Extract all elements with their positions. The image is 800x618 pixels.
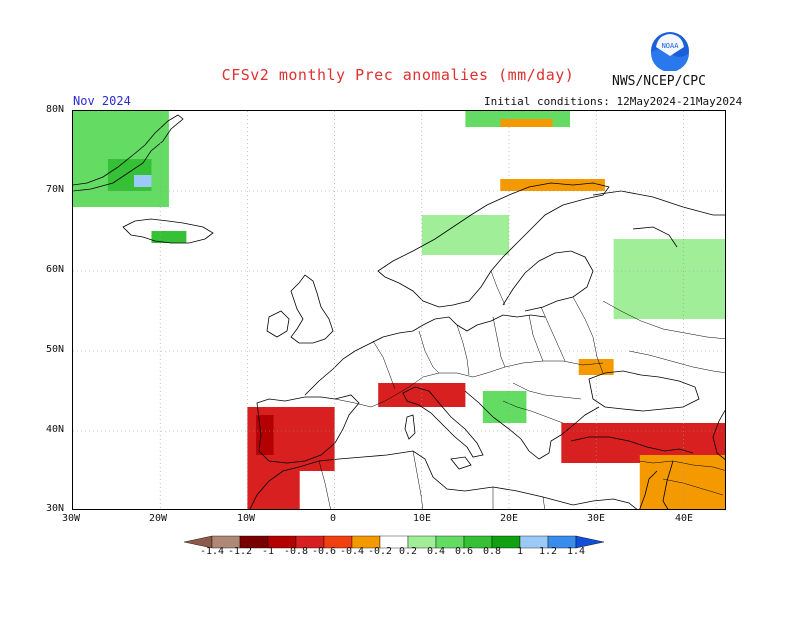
colorbar-label: -1.2: [228, 546, 253, 557]
lon-label-20w: 20W: [149, 513, 168, 524]
lat-label-50n: 50N: [46, 344, 65, 355]
anomaly-region: [256, 415, 274, 455]
coast-italy: [402, 386, 484, 458]
lon-label-30e: 30E: [587, 513, 606, 524]
lon-label-0: 0: [330, 513, 337, 524]
lat-label-70n: 70N: [46, 184, 65, 195]
lon-label-40e: 40E: [675, 513, 694, 524]
coast-iberia: [256, 394, 360, 464]
colorbar-label: -0.8: [284, 546, 309, 557]
lat-label-60n: 60N: [46, 264, 65, 275]
map-title: CFSv2 monthly Prec anomalies (mm/day): [221, 66, 575, 84]
initial-conditions: Initial conditions: 12May2024-21May2024: [484, 95, 743, 108]
coast-north-africa: [249, 450, 638, 509]
anomaly-map: [73, 111, 725, 509]
anomaly-region: [247, 471, 300, 509]
coast-britain: [290, 274, 334, 344]
logo-text: NOAA: [662, 42, 680, 50]
lat-label-80n: 80N: [46, 104, 65, 115]
anomaly-region: [482, 391, 527, 423]
lon-label-20e: 20E: [500, 513, 519, 524]
borders: [318, 270, 725, 509]
colorbar-label: -0.6: [312, 546, 337, 557]
coast-ireland: [266, 310, 290, 338]
anomaly-region: [134, 175, 152, 187]
coast-levant: [639, 460, 674, 509]
colorbar-label: 0.2: [399, 546, 418, 557]
coast-kola: [592, 190, 725, 248]
lat-label-30n: 30N: [46, 503, 65, 514]
anomaly-regions: [73, 111, 725, 509]
colorbar: [183, 535, 605, 549]
colorbar-label: 1.4: [567, 546, 586, 557]
coast-iceland: [122, 218, 214, 244]
coast-caspian: [712, 409, 725, 460]
coast-finland: [502, 250, 594, 312]
colorbar-label: -1.4: [200, 546, 225, 557]
colorbar-label: 0.6: [455, 546, 474, 557]
coast-balkans: [464, 390, 600, 460]
lon-label-10w: 10W: [237, 513, 256, 524]
coast-greenland: [73, 114, 184, 192]
anomaly-region: [500, 119, 553, 127]
anomaly-region: [639, 455, 725, 509]
colorbar-label: 1: [517, 546, 524, 557]
colorbar-label: -0.2: [368, 546, 393, 557]
lon-label-30w: 30W: [62, 513, 81, 524]
coastlines: [73, 114, 725, 509]
coast-islands: [404, 414, 472, 470]
noaa-logo: NOAA: [651, 32, 689, 71]
colorbar-segment: [575, 535, 605, 549]
colorbar-label: 0.4: [427, 546, 446, 557]
graticule: [73, 111, 725, 509]
coast-scandinavia: [377, 182, 610, 308]
target-month: Nov 2024: [73, 94, 131, 108]
anomaly-region: [500, 179, 605, 191]
agency-label: NWS/NCEP/CPC: [612, 74, 706, 89]
colorbar-label: 1.2: [539, 546, 558, 557]
lon-label-10e: 10E: [413, 513, 432, 524]
lat-label-40n: 40N: [46, 424, 65, 435]
map-panel[interactable]: [72, 110, 726, 510]
anomaly-region: [613, 239, 725, 319]
colorbar-label: 0.8: [483, 546, 502, 557]
colorbar-label: -0.4: [340, 546, 365, 557]
coast-turkey: [570, 436, 694, 454]
colorbar-label: -1: [262, 546, 275, 557]
coast-black-sea: [588, 370, 700, 412]
anomaly-region: [421, 215, 509, 255]
coast-continent: [304, 314, 546, 396]
